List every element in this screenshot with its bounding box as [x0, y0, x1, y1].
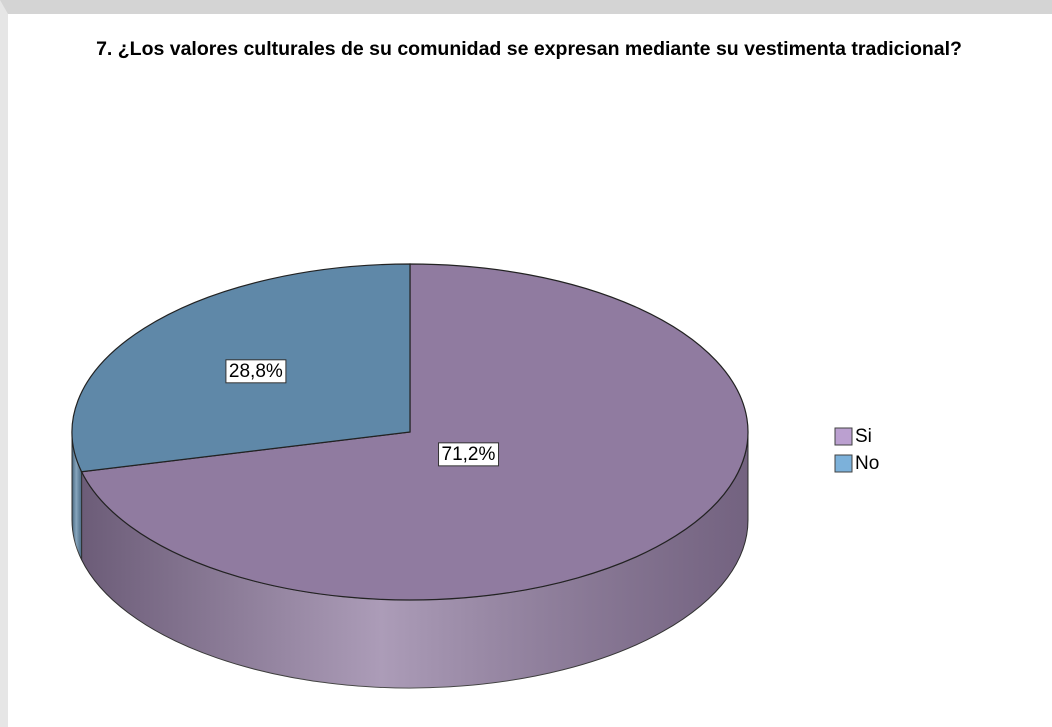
slice-side-shade — [72, 432, 82, 560]
data-label-box — [438, 442, 500, 467]
slice — [80, 263, 749, 601]
legend-label: Si — [855, 426, 872, 447]
data-label-box — [225, 359, 287, 384]
data-label: 71,2% — [442, 444, 496, 465]
data-label: 28,8% — [229, 361, 283, 382]
slice-side-shade — [81, 432, 748, 688]
legend-swatch — [834, 454, 853, 473]
legend-label: No — [855, 453, 879, 474]
legend-swatch — [834, 427, 853, 446]
chart-title: 7. ¿Los valores culturales de su comunid… — [96, 38, 962, 60]
